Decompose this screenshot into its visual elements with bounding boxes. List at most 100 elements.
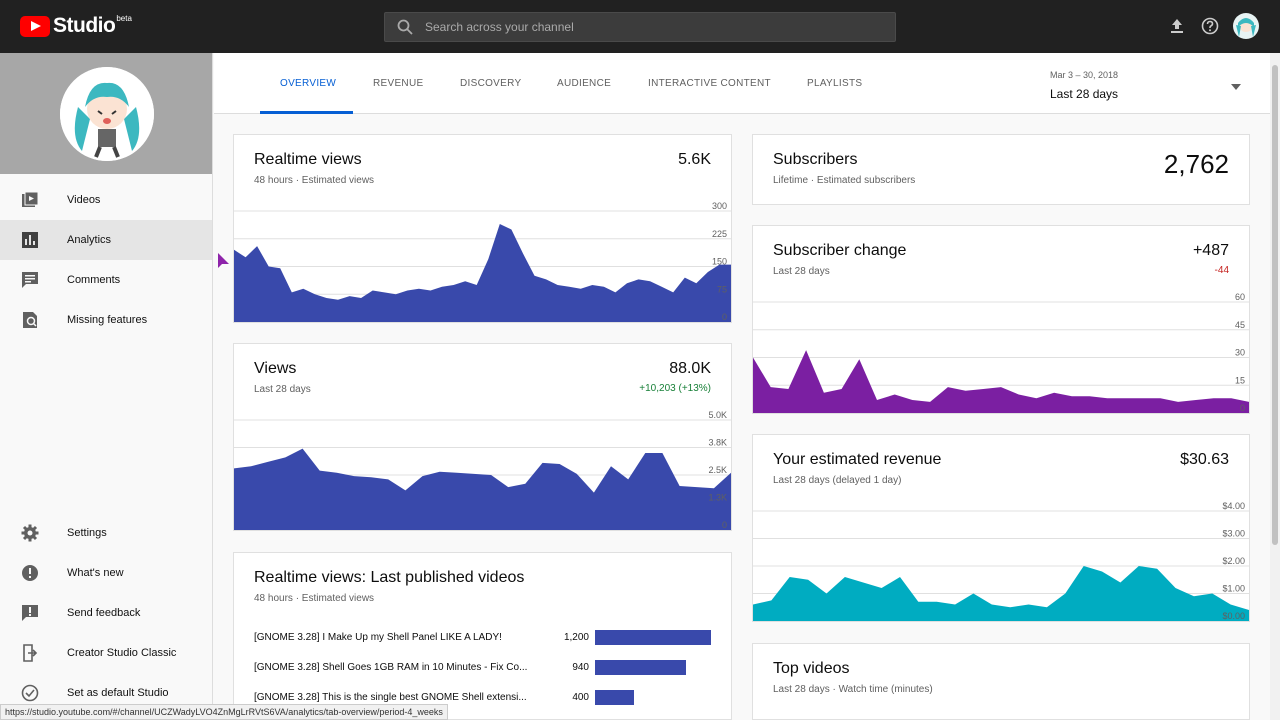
sidebar-item-label: Analytics: [67, 234, 112, 246]
sidebar-item-send-feedback[interactable]: Send feedback: [0, 593, 212, 633]
chart-tick-label: $0.00: [1222, 611, 1245, 621]
chart-area-series[interactable]: [234, 224, 731, 322]
sidebar-item-label: What's new: [67, 567, 124, 579]
chart-tick-label: 0: [1240, 403, 1245, 413]
video-row[interactable]: [GNOME 3.28] I Make Up my Shell Panel LI…: [254, 627, 714, 647]
date-period-label[interactable]: Last 28 days: [1050, 87, 1119, 101]
chart-tick-label: 30: [1235, 348, 1245, 358]
realtime-views-card[interactable]: Realtime views 48 hours · Estimated view…: [233, 134, 732, 323]
sidebar-item-label: Creator Studio Classic: [67, 647, 177, 659]
sidebar-item-creator-studio-classic[interactable]: Creator Studio Classic: [0, 633, 212, 673]
chart-area-series[interactable]: [234, 448, 731, 530]
help-icon[interactable]: [1198, 14, 1222, 38]
top-bar: Studio beta: [0, 0, 1280, 53]
card-title: Views: [254, 360, 297, 377]
sidebar-item-settings[interactable]: Settings: [0, 513, 212, 553]
search-box[interactable]: [384, 12, 896, 42]
video-bar-track: [595, 629, 711, 645]
chart-tick-label: 45: [1235, 320, 1245, 330]
tab-discovery[interactable]: DISCOVERY: [460, 78, 522, 89]
video-view-count: 400: [572, 691, 589, 703]
sidebar-item-missing-features[interactable]: Missing features: [0, 300, 212, 340]
realtime-views-chart[interactable]: 300 225 150 75 0: [234, 197, 731, 323]
sidebar-item-videos[interactable]: Videos: [0, 180, 212, 220]
tab-playlists[interactable]: PLAYLISTS: [807, 78, 863, 89]
top-videos-card[interactable]: Top videos Last 28 days · Watch time (mi…: [752, 643, 1250, 720]
subscriber-change-card[interactable]: Subscriber change Last 28 days +487 -44 …: [752, 225, 1250, 414]
card-subtitle: 48 hours · Estimated views: [254, 175, 375, 186]
search-icon[interactable]: [385, 13, 425, 41]
chart-tick-label: 1.3K: [708, 493, 727, 503]
chart-tick-label: 3.8K: [708, 438, 727, 448]
video-view-count: 940: [572, 661, 589, 673]
video-title[interactable]: [GNOME 3.28] Shell Goes 1GB RAM in 10 Mi…: [254, 661, 528, 673]
tab-revenue[interactable]: REVENUE: [373, 78, 424, 89]
sidebar-item-set-default-studio[interactable]: Set as default Studio: [0, 673, 212, 713]
chart-tick-label: $2.00: [1222, 556, 1245, 566]
sidebar-item-label: Comments: [67, 274, 121, 286]
check-circle-icon: [20, 683, 40, 703]
video-row[interactable]: [GNOME 3.28] Shell Goes 1GB RAM in 10 Mi…: [254, 657, 714, 677]
chart-tick-label: 60: [1235, 292, 1245, 302]
video-view-count: 1,200: [563, 631, 589, 643]
subscriber-change-delta: -44: [1214, 265, 1229, 276]
sidebar-item-label: Settings: [67, 527, 107, 539]
card-title: Realtime views: [254, 151, 362, 168]
subscribers-card[interactable]: Subscribers Lifetime · Estimated subscri…: [752, 134, 1250, 205]
missing-features-icon: [20, 310, 40, 330]
classic-icon: [20, 643, 40, 663]
chart-tick-label: 150: [712, 257, 727, 267]
chart-area-series[interactable]: [753, 566, 1249, 621]
views-chart[interactable]: 5.0K 3.8K 2.5K 1.3K 0: [234, 406, 731, 531]
sidebar-item-whats-new[interactable]: What's new: [0, 553, 212, 593]
video-icon: [20, 190, 40, 210]
logo-beta-badge: beta: [116, 13, 132, 23]
mouse-cursor-icon: [218, 253, 229, 268]
feedback-icon: [20, 603, 40, 623]
upload-icon[interactable]: [1165, 14, 1189, 38]
video-views-bar: [595, 659, 686, 675]
video-row[interactable]: [GNOME 3.28] This is the single best GNO…: [254, 687, 714, 707]
revenue-chart[interactable]: $4.00 $3.00 $2.00 $1.00 $0.00: [753, 497, 1249, 622]
video-title[interactable]: [GNOME 3.28] I Make Up my Shell Panel LI…: [254, 631, 502, 643]
subscriber-change-chart[interactable]: 60 45 30 15 0: [753, 288, 1249, 414]
date-range-text[interactable]: Mar 3 – 30, 2018: [1050, 70, 1119, 80]
sidebar-item-analytics[interactable]: Analytics: [0, 220, 212, 260]
active-tab-indicator: [260, 111, 353, 114]
page-scrollbar[interactable]: [1270, 53, 1280, 720]
sidebar-item-comments[interactable]: Comments: [0, 260, 212, 300]
views-card[interactable]: Views Last 28 days 88.0K +10,203 (+13%) …: [233, 343, 732, 531]
search-input[interactable]: [425, 20, 865, 34]
chart-tick-label: 5.0K: [708, 410, 727, 420]
tab-overview[interactable]: OVERVIEW: [280, 78, 337, 89]
published-videos-card[interactable]: Realtime views: Last published videos 48…: [233, 552, 732, 720]
channel-header: [0, 53, 212, 174]
card-value: 88.0K: [669, 360, 711, 377]
revenue-card[interactable]: Your estimated revenue Last 28 days (del…: [752, 434, 1250, 622]
chart-tick-label: 15: [1235, 375, 1245, 385]
tab-audience[interactable]: AUDIENCE: [557, 78, 612, 89]
account-avatar[interactable]: [1233, 13, 1259, 39]
card-subtitle: Last 28 days · Watch time (minutes): [773, 684, 933, 695]
views-delta: +10,203 (+13%): [639, 383, 711, 394]
card-title: Your estimated revenue: [773, 451, 942, 468]
card-title: Realtime views: Last published videos: [254, 569, 525, 586]
chart-tick-label: 2.5K: [708, 465, 727, 475]
scrollbar-thumb[interactable]: [1272, 65, 1278, 545]
card-value: 2,762: [1163, 149, 1229, 179]
analytics-icon: [20, 230, 40, 250]
logo-text: Studio: [53, 14, 116, 37]
tab-interactive-content[interactable]: INTERACTIVE CONTENT: [648, 78, 771, 89]
chart-tick-label: 0: [722, 520, 727, 530]
video-bar-track: [595, 689, 711, 705]
analytics-tabs-bar: OVERVIEW REVENUE DISCOVERY AUDIENCE INTE…: [214, 53, 1270, 114]
sidebar-item-label: Send feedback: [67, 607, 141, 619]
chevron-down-icon[interactable]: [1230, 81, 1242, 93]
studio-logo[interactable]: Studio beta: [20, 14, 132, 38]
card-title: Top videos: [773, 660, 850, 677]
channel-avatar[interactable]: [60, 67, 154, 161]
card-value: 5.6K: [678, 151, 711, 168]
chart-area-series[interactable]: [753, 350, 1249, 413]
video-title[interactable]: [GNOME 3.28] This is the single best GNO…: [254, 691, 527, 703]
card-title: Subscribers: [773, 151, 858, 168]
